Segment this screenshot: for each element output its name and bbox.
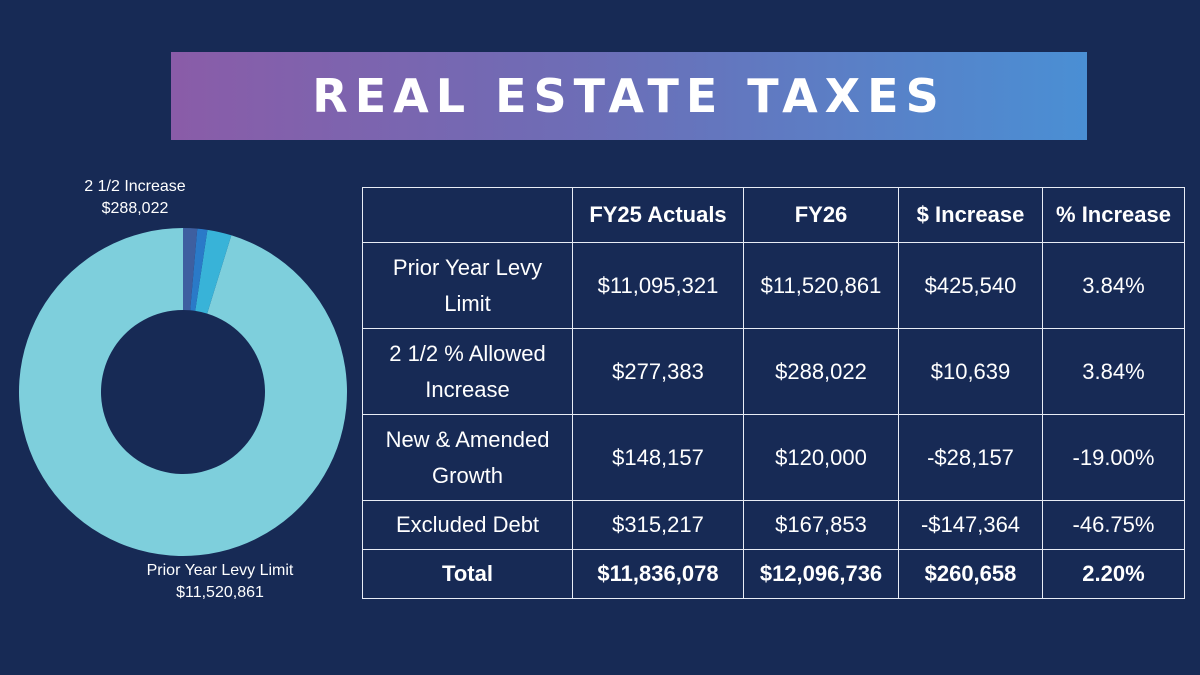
cell-fy26: $11,520,861	[743, 242, 899, 329]
header-percent-increase: % Increase	[1042, 187, 1185, 243]
slice-label-levy: Prior Year Levy Limit $11,520,861	[110, 560, 330, 604]
cell-percent-increase: 3.84%	[1042, 328, 1185, 415]
header-fy26: FY26	[743, 187, 899, 243]
header-fy25: FY25 Actuals	[572, 187, 744, 243]
header-dollar-increase: $ Increase	[898, 187, 1043, 243]
cell-fy26: $120,000	[743, 414, 899, 501]
title-banner: REAL ESTATE TAXES	[171, 52, 1087, 140]
page-title: REAL ESTATE TAXES	[312, 69, 946, 123]
slice-label-levy-name: Prior Year Levy Limit	[146, 562, 294, 579]
donut-slice-3	[183, 228, 198, 311]
cell-fy25: $315,217	[572, 500, 744, 550]
cell-fy25: $11,836,078	[572, 549, 744, 599]
cell-dollar-increase: $260,658	[898, 549, 1043, 599]
cell-dollar-increase: $425,540	[898, 242, 1043, 329]
row-label: Total	[362, 549, 573, 599]
table-row: Prior Year Levy Limit $11,095,321 $11,52…	[362, 242, 1185, 329]
cell-fy26: $288,022	[743, 328, 899, 415]
row-label: 2 1/2 % Allowed Increase	[362, 328, 573, 415]
slice-label-increase: 2 1/2 Increase $288,022	[55, 176, 215, 220]
donut-slice-0	[18, 228, 347, 556]
cell-percent-increase: -19.00%	[1042, 414, 1185, 501]
row-label: New & Amended Growth	[362, 414, 573, 501]
header-blank	[362, 187, 573, 243]
levy-table: FY25 Actuals FY26 $ Increase % Increase …	[362, 187, 1185, 599]
slice-label-increase-value: $288,022	[101, 200, 169, 217]
cell-percent-increase: -46.75%	[1042, 500, 1185, 550]
cell-dollar-increase: -$147,364	[898, 500, 1043, 550]
cell-percent-increase: 3.84%	[1042, 242, 1185, 329]
cell-fy26: $167,853	[743, 500, 899, 550]
donut-chart	[18, 228, 347, 556]
row-label: Excluded Debt	[362, 500, 573, 550]
table-row: Excluded Debt $315,217 $167,853 -$147,36…	[362, 500, 1185, 550]
cell-percent-increase: 2.20%	[1042, 549, 1185, 599]
row-label: Prior Year Levy Limit	[362, 242, 573, 329]
table-header-row: FY25 Actuals FY26 $ Increase % Increase	[362, 187, 1185, 243]
slice-label-increase-name: 2 1/2 Increase	[84, 178, 186, 195]
cell-fy25: $277,383	[572, 328, 744, 415]
cell-fy25: $11,095,321	[572, 242, 744, 329]
slice-label-levy-value: $11,520,861	[176, 584, 264, 601]
donut-slice-2	[190, 228, 208, 311]
donut-slice-1	[195, 229, 232, 314]
cell-fy25: $148,157	[572, 414, 744, 501]
cell-fy26: $12,096,736	[743, 549, 899, 599]
cell-dollar-increase: -$28,157	[898, 414, 1043, 501]
cell-dollar-increase: $10,639	[898, 328, 1043, 415]
table-row: New & Amended Growth $148,157 $120,000 -…	[362, 414, 1185, 501]
table-row: 2 1/2 % Allowed Increase $277,383 $288,0…	[362, 328, 1185, 415]
total-row: Total $11,836,078 $12,096,736 $260,658 2…	[362, 549, 1185, 599]
